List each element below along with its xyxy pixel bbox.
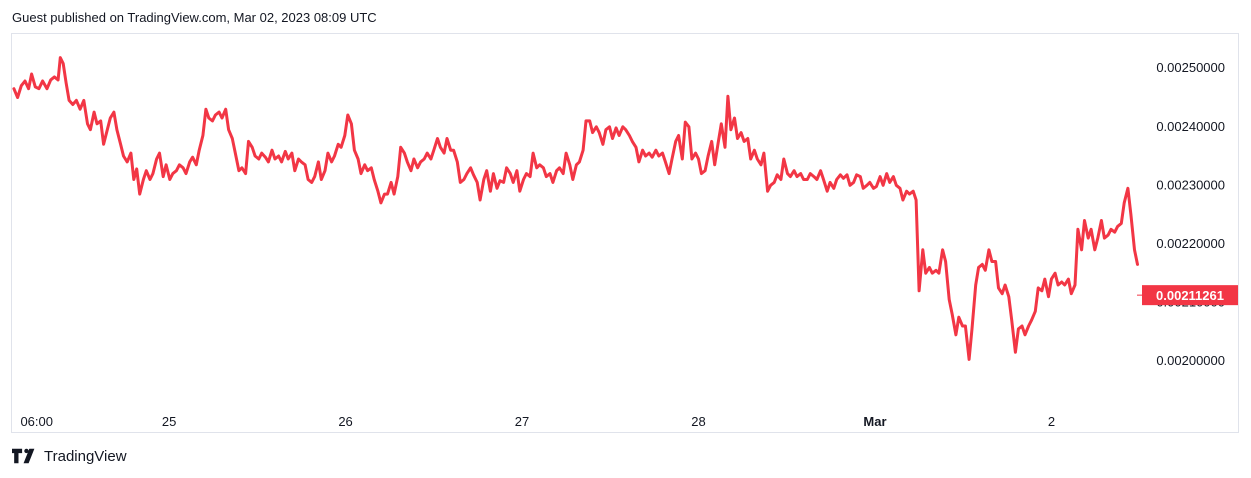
tradingview-logo-icon[interactable] <box>12 447 38 465</box>
tradingview-brand[interactable]: TradingView <box>44 447 127 465</box>
chart-frame <box>11 33 1239 433</box>
y-tick-label: 0.00230000 <box>1156 177 1225 192</box>
y-tick-label: 0.00220000 <box>1156 236 1225 251</box>
x-tick-label: Mar <box>863 414 886 429</box>
footer: TradingView <box>12 447 127 465</box>
x-tick-label: 06:00 <box>20 414 53 429</box>
price-series-line <box>12 56 1139 361</box>
x-tick-label: 26 <box>338 414 352 429</box>
x-tick-label: 25 <box>162 414 176 429</box>
time-axis: 06:00 25 26 27 28 Mar 2 <box>20 414 1055 429</box>
series-line-layer <box>12 56 1139 361</box>
x-tick-label: 2 <box>1048 414 1055 429</box>
x-tick-label: 27 <box>515 414 529 429</box>
publish-info: Guest published on TradingView.com, Mar … <box>12 10 377 25</box>
x-tick-label: 28 <box>691 414 705 429</box>
y-tick-label: 0.00240000 <box>1156 119 1225 134</box>
price-axis: 0.00250000 0.00240000 0.00230000 0.00220000… <box>1156 60 1225 368</box>
price-chart[interactable]: 0.00250000 0.00240000 0.00230000 0.00220000… <box>11 33 1239 433</box>
y-tick-label: 0.00200000 <box>1156 353 1225 368</box>
last-price-marker: 0.00211261 <box>1137 285 1238 306</box>
y-tick-label: 0.00250000 <box>1156 60 1225 75</box>
last-price-label: 0.00211261 <box>1156 288 1224 303</box>
last-price-badge <box>1142 285 1238 306</box>
